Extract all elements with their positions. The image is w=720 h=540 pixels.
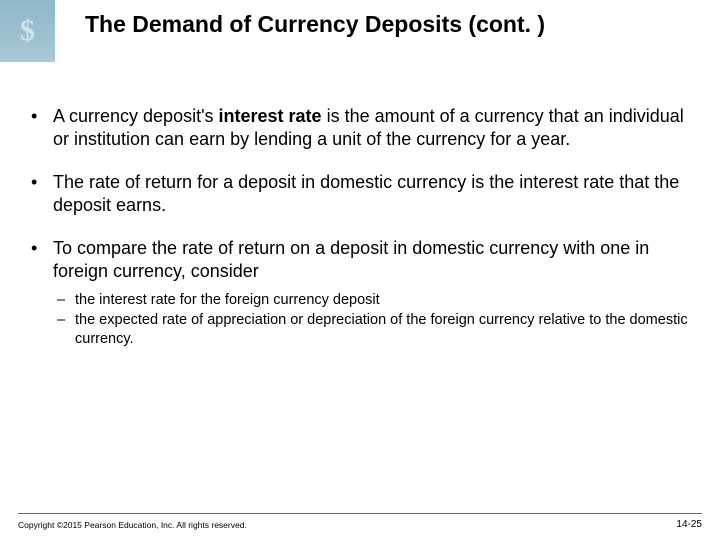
list-item: A currency deposit's interest rate is th… (25, 105, 695, 151)
dollar-icon: $ (20, 14, 35, 48)
page-number: 14-25 (676, 519, 702, 530)
header-decoration: $ (0, 0, 55, 62)
bullet-text-pre: The rate of return for a deposit in dome… (53, 172, 679, 215)
sub-list-item: the expected rate of appreciation or dep… (53, 311, 695, 350)
page-title: The Demand of Currency Deposits (cont. ) (85, 10, 695, 39)
bullet-text-pre: To compare the rate of return on a depos… (53, 238, 649, 281)
bullet-text-pre: A currency deposit's (53, 106, 219, 126)
bullet-text-bold: interest rate (219, 106, 322, 126)
footer: Copyright ©2015 Pearson Education, Inc. … (18, 519, 702, 530)
sub-bullet-list: the interest rate for the foreign curren… (53, 291, 695, 350)
copyright-text: Copyright ©2015 Pearson Education, Inc. … (18, 520, 247, 530)
title-container: The Demand of Currency Deposits (cont. ) (85, 10, 695, 39)
list-item: To compare the rate of return on a depos… (25, 237, 695, 350)
list-item: The rate of return for a deposit in dome… (25, 171, 695, 217)
content-area: A currency deposit's interest rate is th… (25, 105, 695, 370)
sub-list-item: the interest rate for the foreign curren… (53, 291, 695, 311)
footer-divider (18, 513, 702, 514)
bullet-list: A currency deposit's interest rate is th… (25, 105, 695, 350)
